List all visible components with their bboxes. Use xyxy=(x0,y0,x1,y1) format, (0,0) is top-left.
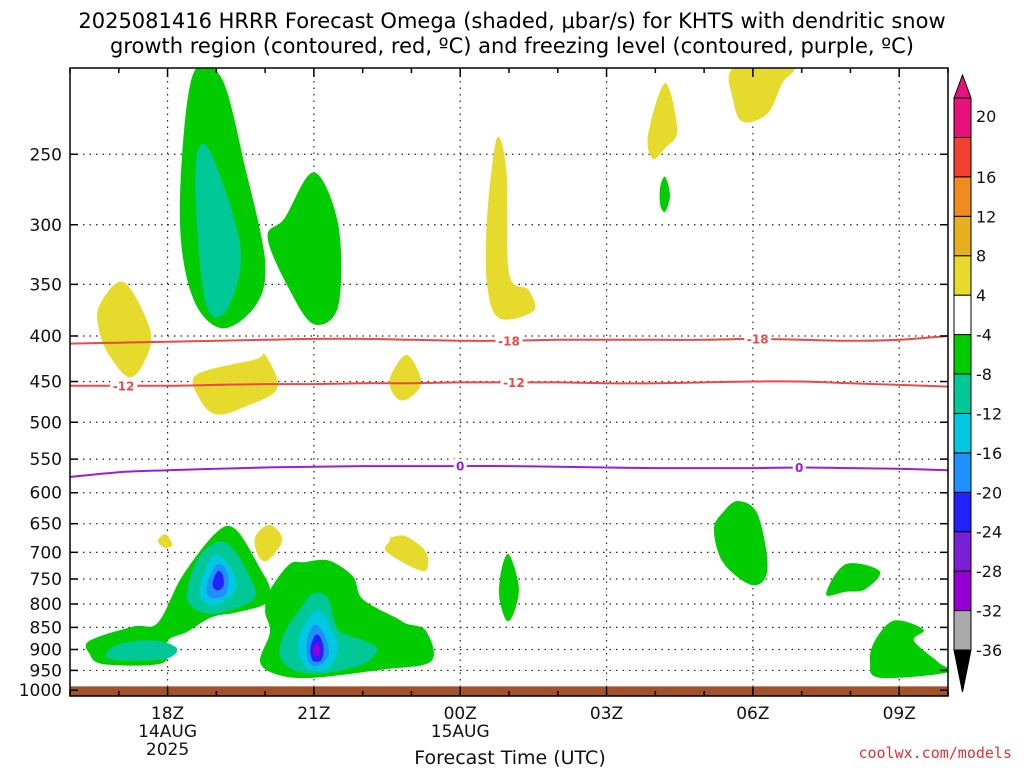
x-tick-date: 14AUG xyxy=(138,722,197,742)
y-tick-label: 300 xyxy=(30,216,62,236)
colorbar-swatch xyxy=(953,294,972,336)
colorbar-swatch xyxy=(953,334,972,375)
contour-label: 0 xyxy=(795,461,803,475)
colorbar-swatch xyxy=(953,452,972,493)
y-tick-label: 600 xyxy=(30,484,62,504)
colorbar-label: 16 xyxy=(976,168,996,187)
contour-label-bg xyxy=(744,331,772,346)
y-tick-label: 950 xyxy=(30,661,62,681)
omega-region xyxy=(498,553,519,622)
y-tick-label: 400 xyxy=(30,327,62,347)
colorbar-swatch xyxy=(953,255,972,296)
omega-region xyxy=(105,640,178,661)
y-axis: 250 300 350 400 450 500 550 600 650 700 750 800 850 9… xyxy=(19,145,948,701)
omega-region xyxy=(157,534,173,549)
x-tick-label: 21Z xyxy=(297,704,330,724)
colorbar-swatch xyxy=(953,610,972,651)
y-tick-label: 550 xyxy=(30,450,62,470)
y-tick-label: 250 xyxy=(30,145,62,165)
omega-region xyxy=(195,143,242,318)
omega-region xyxy=(312,643,321,657)
contour-label: 0 xyxy=(456,460,464,474)
colorbar-swatch xyxy=(953,373,972,414)
colorbar-label: 12 xyxy=(976,207,996,226)
y-tick-label: 650 xyxy=(30,515,62,535)
y-tick-label: 1000 xyxy=(19,681,62,701)
contour-label-bg xyxy=(453,459,467,474)
colorbar-swatch xyxy=(953,136,972,178)
omega-region xyxy=(384,535,429,572)
y-tick-label: 750 xyxy=(30,570,62,590)
colorbar-label: -28 xyxy=(976,562,1002,581)
contour-label: -18 xyxy=(498,334,520,348)
colorbar-top-arrow xyxy=(953,73,972,99)
x-tick-year: 2025 xyxy=(146,740,189,760)
omega-region xyxy=(713,500,768,586)
contour-label: -18 xyxy=(747,332,769,346)
colorbar-bottom-arrow xyxy=(953,649,972,693)
colorbar-swatch xyxy=(953,412,972,454)
y-tick-label: 350 xyxy=(30,275,62,295)
colorbar-swatch xyxy=(953,97,972,138)
colorbar-label: -24 xyxy=(976,523,1002,542)
omega-region xyxy=(728,68,795,123)
chart-title-line1: 2025081416 HRRR Forecast Omega (shaded, … xyxy=(78,9,945,33)
y-tick-label: 700 xyxy=(30,543,62,563)
x-tick-label: 00Z xyxy=(444,704,477,724)
colorbar-swatch xyxy=(953,215,972,257)
omega-region xyxy=(826,563,881,596)
plot-area: -18 -18 -12 -12 0 0 xyxy=(69,67,949,697)
x-tick-label: 03Z xyxy=(590,704,623,724)
x-tick-label: 18Z xyxy=(151,704,184,724)
y-tick-label: 800 xyxy=(30,595,62,615)
colorbar-label: 20 xyxy=(976,107,996,126)
colorbar-swatch xyxy=(953,531,972,572)
colorbar-label: -20 xyxy=(976,483,1002,502)
omega-region xyxy=(267,172,342,325)
omega-region xyxy=(869,620,948,679)
omega-region xyxy=(659,176,670,213)
colorbar-label: -16 xyxy=(976,444,1002,463)
omega-region xyxy=(647,83,678,160)
chart-title-line2: growth region (contoured, red, ºC) and f… xyxy=(110,34,914,58)
colorbar-label: 8 xyxy=(976,247,986,266)
omega-region xyxy=(254,524,283,562)
x-tick-label: 09Z xyxy=(883,704,916,724)
colorbar: -36 -32 -28 -24 -20 -16 -12 -8 -4 4 8 12 16 20 xyxy=(953,73,1002,693)
colorbar-label: -4 xyxy=(976,326,992,345)
colorbar-label: -36 xyxy=(976,641,1002,660)
contour-label-bg xyxy=(495,333,523,348)
colorbar-label: 4 xyxy=(976,286,986,305)
y-tick-label: 850 xyxy=(30,618,62,638)
omega-region xyxy=(97,281,152,378)
y-tick-label: 500 xyxy=(30,413,62,433)
y-tick-label: 450 xyxy=(30,373,62,393)
x-axis-label: Forecast Time (UTC) xyxy=(414,747,605,768)
colorbar-swatch xyxy=(953,570,972,612)
contour-label-bg xyxy=(792,460,806,475)
colorbar-label: -32 xyxy=(976,602,1002,621)
omega-region xyxy=(212,570,224,591)
colorbar-label: -8 xyxy=(976,365,992,384)
contour-label: -12 xyxy=(113,379,135,393)
contour-label-bg xyxy=(500,375,528,390)
colorbar-swatch xyxy=(953,491,972,533)
credit-text: coolwx.com/models xyxy=(858,744,1012,762)
omega-region xyxy=(389,354,422,401)
x-tick-date: 15AUG xyxy=(431,722,490,742)
colorbar-label: -12 xyxy=(976,404,1002,423)
y-tick-label: 900 xyxy=(30,641,62,661)
x-tick-label: 06Z xyxy=(736,704,769,724)
contour-label-bg xyxy=(110,378,138,393)
contour-label: -12 xyxy=(503,376,525,390)
omega-region xyxy=(485,136,536,320)
colorbar-swatch xyxy=(953,176,972,217)
